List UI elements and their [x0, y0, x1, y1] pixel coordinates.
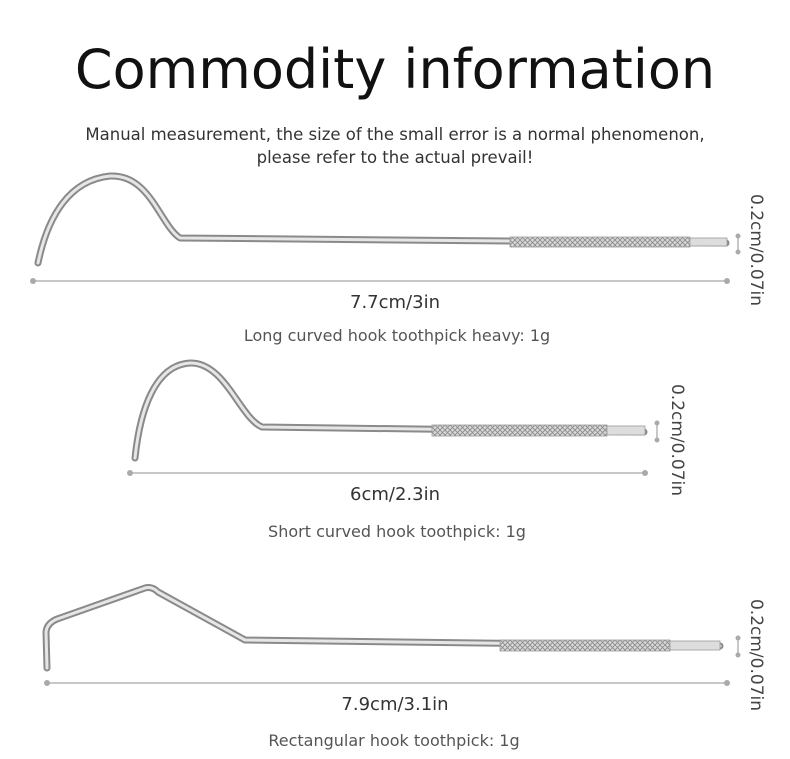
caption: Rectangular hook toothpick: 1g — [268, 731, 519, 750]
caption: Short curved hook toothpick: 1g — [268, 522, 526, 541]
caption: Long curved hook toothpick heavy: 1g — [244, 326, 550, 345]
short-curved-hook — [127, 359, 660, 476]
length-label: 7.7cm/3in — [350, 292, 440, 313]
length-label: 6cm/2.3in — [350, 484, 440, 505]
note-line: please refer to the actual prevail! — [257, 148, 534, 167]
rectangular-hook — [42, 584, 741, 686]
width-label: 0.2cm/0.07in — [667, 384, 687, 496]
note-line: Manual measurement, the size of the smal… — [85, 125, 704, 144]
length-label: 7.9cm/3.1in — [341, 694, 448, 715]
width-label: 0.2cm/0.07in — [746, 194, 766, 306]
title: Commodity information — [75, 38, 715, 101]
width-label: 0.2cm/0.07in — [746, 599, 766, 711]
long-curved-hook — [30, 172, 741, 284]
